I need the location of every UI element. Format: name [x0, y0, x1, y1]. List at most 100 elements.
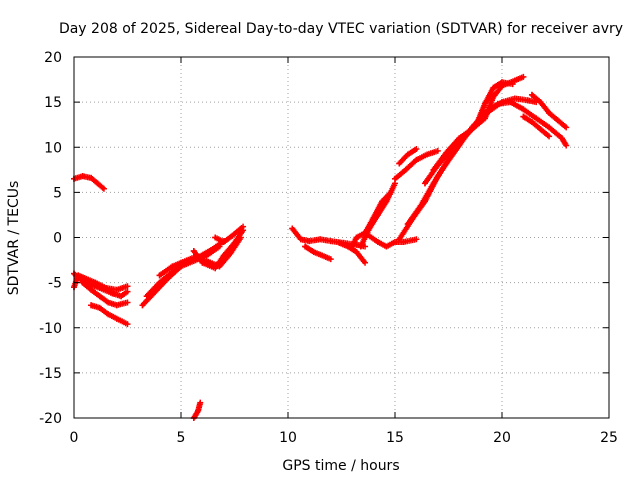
series-trail — [396, 95, 538, 243]
data-point — [404, 220, 411, 227]
data-point — [199, 259, 206, 266]
data-point — [387, 189, 394, 196]
data-point — [124, 299, 131, 306]
data-point — [490, 93, 497, 100]
data-point — [396, 236, 403, 243]
data-point — [424, 151, 431, 158]
series-arc-5 — [88, 302, 131, 328]
data-point — [156, 272, 163, 279]
data-point — [481, 100, 488, 107]
data-point — [100, 185, 107, 192]
x-tick-label: 15 — [386, 430, 404, 446]
data-point — [520, 113, 527, 120]
data-point — [443, 149, 450, 156]
data-point — [336, 239, 343, 246]
grid — [74, 57, 609, 418]
series-arc-10 — [212, 223, 247, 246]
data-point — [507, 99, 514, 106]
y-axis-label: SDTVAR / TECUs — [6, 181, 22, 296]
data-point — [528, 91, 535, 98]
series-trail — [139, 244, 221, 309]
data-point — [88, 302, 95, 309]
series-arc-17 — [362, 189, 394, 236]
data-point — [396, 160, 403, 167]
data-point — [139, 302, 146, 309]
data-point — [124, 321, 131, 328]
data-point — [524, 97, 531, 104]
data-point — [105, 299, 112, 306]
data-point — [357, 243, 364, 250]
x-tick-label: 5 — [177, 430, 186, 446]
data-point — [349, 243, 356, 250]
data-point — [113, 315, 120, 322]
data-point — [558, 135, 565, 142]
series-arc-25 — [520, 113, 553, 140]
axis-ticks: 0 5 10 15 20 25 -20 -15 -10 -5 0 5 10 15 20 — [39, 50, 618, 446]
data-point — [563, 142, 570, 149]
y-tick-label: -5 — [48, 276, 62, 292]
series-arc-13 — [302, 243, 334, 263]
series-trail — [430, 74, 525, 173]
data-point — [212, 265, 219, 272]
data-point — [124, 283, 131, 290]
y-tick-label: 5 — [53, 185, 62, 201]
data-point — [212, 234, 219, 241]
data-point — [554, 117, 561, 124]
data-point — [520, 106, 527, 113]
series-trail — [71, 173, 106, 191]
data-point — [417, 202, 424, 209]
data-point — [353, 248, 360, 255]
data-point — [207, 247, 214, 254]
data-point — [370, 214, 377, 221]
data-point — [546, 124, 553, 131]
data-point — [404, 151, 411, 158]
data-point — [169, 263, 176, 270]
y-tick-label: -15 — [39, 366, 62, 382]
data-point — [113, 302, 120, 309]
data-point — [421, 180, 428, 187]
y-tick-label: 10 — [44, 140, 62, 156]
data-point — [413, 236, 420, 243]
x-tick-label: 10 — [279, 430, 297, 446]
data-point — [499, 82, 505, 89]
data-point — [240, 223, 247, 230]
data-point — [402, 166, 409, 173]
data-point — [124, 288, 131, 295]
data-point — [537, 99, 544, 106]
data-point — [528, 118, 535, 125]
data-point — [297, 236, 304, 243]
y-tick-label: -10 — [39, 321, 62, 337]
y-tick-label: 0 — [53, 231, 62, 247]
data-point — [302, 243, 309, 250]
data-point — [156, 279, 163, 286]
data-point — [77, 276, 84, 283]
data-point — [94, 180, 101, 187]
data-point — [563, 124, 570, 131]
data-point — [443, 160, 450, 167]
data-point — [546, 133, 553, 140]
data-point — [353, 234, 360, 241]
data-point — [456, 135, 463, 142]
data-point — [379, 198, 386, 205]
data-points — [71, 73, 570, 421]
data-point — [310, 248, 317, 255]
data-point — [383, 243, 390, 250]
x-tick-label: 20 — [493, 430, 511, 446]
data-point — [362, 259, 369, 266]
series-trail — [362, 190, 393, 236]
y-tick-label: -20 — [39, 411, 62, 427]
data-point — [229, 232, 236, 239]
data-point — [520, 73, 527, 80]
data-point — [96, 285, 103, 292]
data-point — [109, 290, 116, 297]
data-point — [546, 109, 553, 116]
data-point — [231, 239, 238, 246]
data-point — [317, 236, 324, 243]
data-point — [105, 311, 112, 318]
data-point — [327, 238, 334, 245]
data-point — [96, 293, 103, 300]
data-point — [511, 77, 518, 84]
data-point — [190, 248, 197, 255]
data-point — [319, 252, 326, 259]
